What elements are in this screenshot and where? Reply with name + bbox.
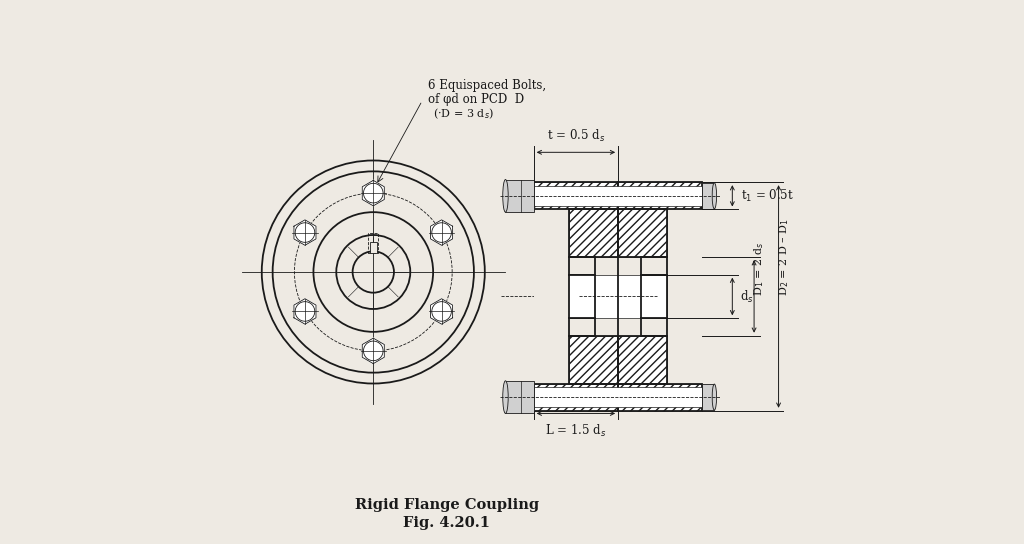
Bar xyxy=(641,318,667,336)
Bar xyxy=(618,384,702,411)
Bar xyxy=(641,275,667,318)
Bar xyxy=(506,180,534,212)
Ellipse shape xyxy=(503,381,508,413)
Bar xyxy=(534,387,702,407)
Bar xyxy=(569,318,595,336)
Bar xyxy=(641,318,667,336)
Bar xyxy=(569,209,618,257)
Bar xyxy=(534,209,617,384)
Ellipse shape xyxy=(712,384,717,410)
Text: Rigid Flange Coupling: Rigid Flange Coupling xyxy=(354,498,539,512)
Bar xyxy=(569,275,595,318)
Bar xyxy=(569,275,595,318)
Bar xyxy=(569,257,595,275)
Bar xyxy=(534,186,702,206)
Bar xyxy=(702,384,715,410)
Text: (·D = 3 d$_s$): (·D = 3 d$_s$) xyxy=(433,107,494,121)
Bar xyxy=(534,384,618,411)
Bar xyxy=(569,257,595,275)
Ellipse shape xyxy=(503,180,508,212)
Bar xyxy=(618,209,702,384)
Bar xyxy=(618,209,667,257)
Bar xyxy=(369,233,378,253)
Text: L = 1.5 d$_s$: L = 1.5 d$_s$ xyxy=(545,423,606,440)
Polygon shape xyxy=(362,181,384,206)
Bar xyxy=(569,318,595,336)
Bar xyxy=(569,209,618,257)
Bar xyxy=(569,209,618,257)
Bar xyxy=(569,336,618,384)
Bar xyxy=(618,182,702,209)
Text: Fig. 4.20.1: Fig. 4.20.1 xyxy=(403,516,490,530)
Bar xyxy=(569,336,618,384)
Bar xyxy=(618,384,702,411)
Bar xyxy=(641,275,667,318)
Bar xyxy=(534,384,618,411)
Bar xyxy=(370,242,377,253)
Bar xyxy=(534,182,618,209)
Bar xyxy=(569,275,667,318)
Polygon shape xyxy=(430,299,453,324)
Bar xyxy=(618,336,667,384)
Bar xyxy=(641,257,667,275)
Bar xyxy=(618,182,702,209)
Bar xyxy=(618,336,667,384)
Bar xyxy=(569,336,618,384)
Text: D$_2$ = 2 D – D$_1$: D$_2$ = 2 D – D$_1$ xyxy=(777,218,791,296)
Bar xyxy=(702,183,715,209)
Text: of φd on PCD  D: of φd on PCD D xyxy=(428,93,524,106)
Polygon shape xyxy=(362,338,384,363)
Bar xyxy=(534,182,618,209)
Text: t$_1$ = 0.5t: t$_1$ = 0.5t xyxy=(741,188,794,204)
Text: d$_s$: d$_s$ xyxy=(740,288,754,305)
Text: D$_1$ = 2 d$_s$: D$_1$ = 2 d$_s$ xyxy=(753,242,766,296)
Polygon shape xyxy=(430,220,453,245)
Text: 6 Equispaced Bolts,: 6 Equispaced Bolts, xyxy=(428,79,546,92)
Polygon shape xyxy=(294,220,316,245)
Bar xyxy=(618,209,667,257)
Bar xyxy=(641,257,667,275)
Text: t = 0.5 d$_s$: t = 0.5 d$_s$ xyxy=(547,127,605,144)
Bar xyxy=(618,209,667,257)
Polygon shape xyxy=(294,299,316,324)
Bar xyxy=(618,336,667,384)
Bar xyxy=(506,381,534,413)
Ellipse shape xyxy=(712,183,717,209)
